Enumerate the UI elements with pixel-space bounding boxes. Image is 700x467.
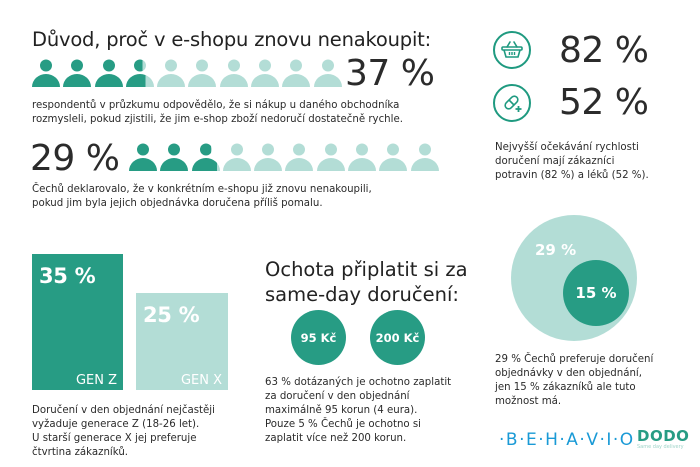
- person-icon: [191, 143, 220, 171]
- section1-description: respondentů v průzkumu odpovědělo, že si…: [32, 99, 403, 127]
- preference-outer-percent: 29 %: [535, 241, 577, 259]
- text-line: Nejvyšší očekávání rychlosti: [495, 142, 639, 153]
- person-icon: [254, 143, 283, 171]
- preference-inner-circle: 15 %: [563, 260, 629, 326]
- coin-95-kc: 95 Kč: [291, 310, 346, 365]
- gen-x-label: GEN X: [180, 373, 222, 388]
- generations-description: Doručení v den objednání nejčastěji vyža…: [32, 404, 215, 460]
- person-icon: [316, 143, 345, 171]
- person-icon: [219, 59, 248, 87]
- preference-inner-percent: 15 %: [575, 284, 617, 302]
- text-line: potravin (82 %) a léků (52 %).: [495, 170, 649, 181]
- text-line: objednávky v den objednání,: [495, 368, 642, 379]
- person-icon: [94, 59, 123, 87]
- text-line: respondentů v průzkumu odpovědělo, že si…: [32, 100, 400, 111]
- preference-description: 29 % Čechů preferuje doručení objednávky…: [495, 353, 653, 409]
- dodo-logo-text: DODO: [637, 427, 690, 445]
- text-line: Doručení v den objednání nejčastěji: [32, 405, 215, 416]
- coin-200-kc: 200 Kč: [370, 310, 425, 365]
- bar-gen-x: 25 % GEN X: [136, 293, 228, 390]
- text-line: maximálně 95 korun (4 eura).: [265, 405, 418, 416]
- text-line: Pouze 5 % Čechů je ochotno si: [265, 419, 422, 430]
- willingness-title: Ochota připlatit si za same-day doručení…: [265, 257, 468, 307]
- percent-82: 82 %: [559, 30, 649, 71]
- gen-z-label: GEN Z: [75, 373, 117, 388]
- person-icon: [125, 59, 154, 87]
- text-line: Čechů deklarovalo, že v konkrétním e-sho…: [32, 184, 372, 195]
- text-line: U starší generace X jej preferuje: [32, 433, 197, 444]
- person-icon: [188, 59, 217, 87]
- willingness-description: 63 % dotázaných je ochotno zaplatit za d…: [265, 376, 451, 446]
- dodo-logo: DODO Same day delivery: [637, 428, 689, 451]
- person-icon: [379, 143, 408, 171]
- text-line: jen 15 % zákazníků ale tuto: [495, 382, 636, 393]
- section1-title: Důvod, proč v e-shopu znovu nenakoupit:: [32, 28, 431, 51]
- text-line: za doručení v den objednání: [265, 391, 410, 402]
- text-line: 63 % dotázaných je ochotno zaplatit: [265, 377, 452, 388]
- person-icon: [348, 143, 377, 171]
- person-icon: [157, 59, 186, 87]
- expectations-description: Nejvyšší očekávání rychlosti doručení ma…: [495, 141, 649, 183]
- person-icon: [251, 59, 280, 87]
- text-line: doručení mají zákazníci: [495, 156, 615, 167]
- person-icon: [410, 143, 439, 171]
- person-icon: [285, 143, 314, 171]
- person-icon: [32, 59, 60, 87]
- section2-description: Čechů deklarovalo, že v konkrétním e-sho…: [32, 183, 372, 211]
- text-line: čtvrtina zákazníků.: [32, 447, 129, 458]
- basket-icon: [493, 31, 531, 69]
- people-icons-row-37: [32, 59, 345, 87]
- behavio-logo: ·B·E·H·A·V·I·O: [499, 430, 635, 450]
- person-icon: [63, 59, 92, 87]
- text-line: vyžaduje generace Z (18-26 let).: [32, 419, 200, 430]
- person-icon: [313, 59, 342, 87]
- title-line: same-day doručení:: [265, 283, 459, 306]
- percent-37: 37 %: [345, 53, 435, 94]
- gen-x-percent: 25 %: [143, 303, 200, 327]
- person-icon: [282, 59, 311, 87]
- pill-icon: [493, 84, 531, 122]
- text-line: rozmysleli, pokud zjistili, že jim e-sho…: [32, 114, 403, 125]
- percent-52: 52 %: [559, 82, 649, 123]
- person-icon: [129, 143, 157, 171]
- gen-z-percent: 35 %: [39, 264, 96, 288]
- bar-gen-z: 35 % GEN Z: [32, 254, 123, 390]
- text-line: pokud jim byla jejich objednávka doručen…: [32, 198, 323, 209]
- person-icon: [160, 143, 189, 171]
- text-line: možnost má.: [495, 396, 562, 407]
- people-icons-row-29: [129, 143, 442, 171]
- title-line: Ochota připlatit si za: [265, 258, 468, 281]
- text-line: zaplatit více než 200 korun.: [265, 433, 407, 444]
- text-line: 29 % Čechů preferuje doručení: [495, 354, 654, 365]
- percent-29: 29 %: [30, 138, 120, 179]
- person-icon: [222, 143, 251, 171]
- dodo-tagline: Same day delivery: [637, 444, 684, 450]
